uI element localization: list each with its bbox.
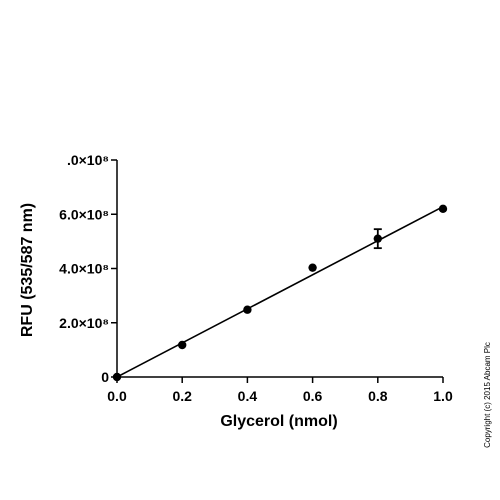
x-tick-label: 0.4	[238, 388, 258, 404]
y-tick-label: 2.0×10⁸	[59, 315, 109, 331]
y-axis-title: RFU (535/587 nm)	[19, 203, 36, 337]
x-axis-title: Glycerol (nmol)	[220, 413, 337, 430]
x-ticks: 0.0 0.2 0.4 0.6 0.8 1.0	[107, 377, 453, 404]
data-point	[178, 340, 187, 350]
y-tick-label: .0×10⁸	[67, 152, 109, 168]
data-point	[243, 305, 252, 314]
data-point	[438, 204, 448, 214]
y-ticks: 0 2.0×10⁸ 4.0×10⁸ 6.0×10⁸ .0×10⁸	[59, 152, 117, 385]
regression-line	[116, 205, 444, 378]
x-tick-label: 1.0	[433, 388, 453, 404]
fit	[116, 205, 444, 378]
copyright-note: Copyright (c) 2015 Abcam Plc	[483, 342, 492, 448]
y-tick-label: 0	[101, 369, 109, 385]
y-tick-label: 6.0×10⁸	[59, 206, 109, 222]
x-tick-label: 0.0	[107, 388, 127, 404]
axes	[116, 160, 443, 378]
data-point	[112, 372, 122, 382]
x-tick-label: 0.6	[303, 388, 323, 404]
x-tick-label: 0.8	[368, 388, 388, 404]
data-points	[112, 204, 448, 382]
y-tick-label: 4.0×10⁸	[59, 261, 109, 277]
data-point	[373, 234, 382, 243]
data-point	[308, 263, 317, 272]
x-tick-label: 0.2	[172, 388, 192, 404]
